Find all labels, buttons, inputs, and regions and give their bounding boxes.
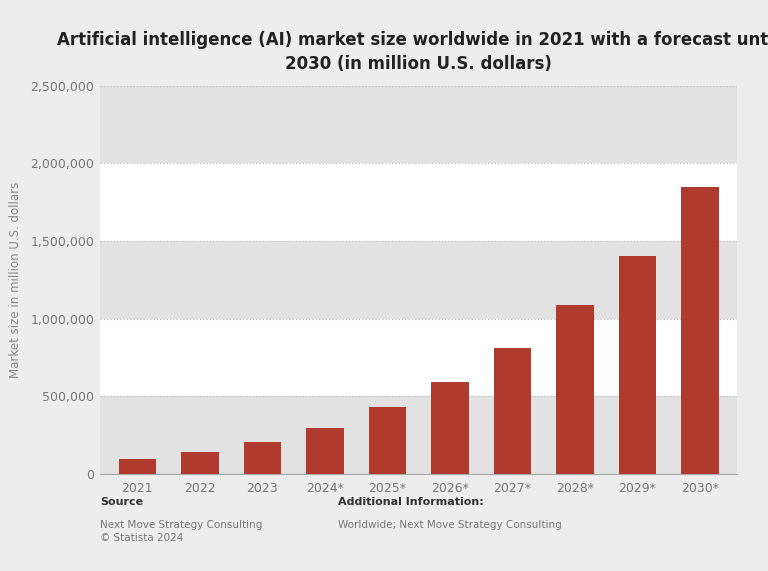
Bar [369,408,406,474]
Bar [181,452,219,474]
Bar [118,460,156,474]
Bar [431,381,468,474]
Text: Worldwide; Next Move Strategy Consulting: Worldwide; Next Move Strategy Consulting [338,520,561,530]
Title: Artificial intelligence (AI) market size worldwide in 2021 with a forecast until: Artificial intelligence (AI) market size… [58,31,768,73]
Bar [100,396,737,474]
Bar [556,305,594,474]
Bar [243,442,281,474]
Bar [100,241,737,319]
Bar [618,256,656,474]
Text: Additional Information:: Additional Information: [338,497,484,507]
Bar [306,428,343,474]
Text: Next Move Strategy Consulting
© Statista 2024: Next Move Strategy Consulting © Statista… [100,520,262,543]
Bar [494,348,531,474]
Bar [100,86,737,163]
Bar [681,187,719,474]
Y-axis label: Market size in million U.S. dollars: Market size in million U.S. dollars [9,182,22,378]
Text: Source: Source [100,497,143,507]
